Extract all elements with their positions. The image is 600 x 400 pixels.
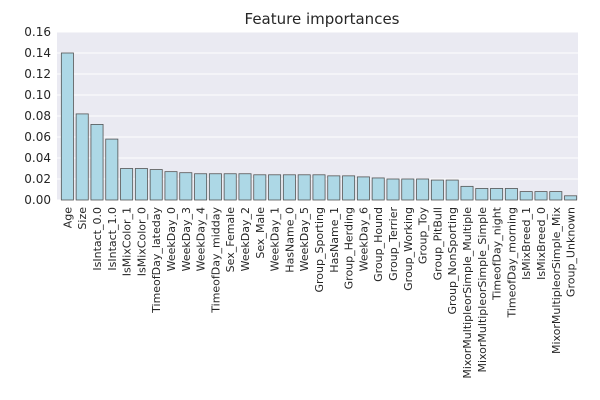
y-tick-label: 0.00 <box>24 193 51 207</box>
bar <box>194 173 208 201</box>
y-tick-label: 0.10 <box>24 88 51 102</box>
x-tick-label: HasName_0 <box>283 207 296 273</box>
x-tick-label: IsMixBreed_0 <box>535 207 548 280</box>
chart-title: Feature importances <box>245 10 400 28</box>
bar <box>327 175 341 201</box>
y-tick-label: 0.04 <box>24 151 51 165</box>
x-tick-label: IsMixColor_1 <box>121 207 134 276</box>
bar <box>312 174 326 201</box>
bar <box>90 124 104 201</box>
bar <box>445 179 459 201</box>
bar <box>120 168 134 201</box>
x-tick-label: TimeofDay_night <box>491 206 504 301</box>
x-tick-label: IsIntact_1.0 <box>106 207 119 271</box>
x-tick-label: WeekDay_1 <box>269 207 282 271</box>
x-tick-label: Group_Sporting <box>313 207 326 293</box>
bar <box>504 188 518 201</box>
x-tick-label: Group_PitBull <box>431 207 444 280</box>
x-tick-label: IsMixBreed_1 <box>520 207 533 280</box>
x-tick-label: Group_NonSporting <box>446 207 459 314</box>
x-tick-label: TimeofDay_midday <box>209 207 222 314</box>
bar <box>430 179 444 201</box>
bar <box>208 173 222 201</box>
bar <box>416 178 430 201</box>
x-tick-label: Group_Hound <box>372 207 385 282</box>
y-tick-label: 0.12 <box>24 67 51 81</box>
x-tick-label: Group_Working <box>402 207 415 291</box>
bar <box>386 178 400 201</box>
bar <box>134 168 148 201</box>
bar <box>268 174 282 201</box>
y-axis-ticks: 0.00 0.02 0.04 0.06 0.08 0.10 0.12 0.14 0.16 <box>24 25 51 207</box>
x-tick-label: WeekDay_6 <box>357 207 370 271</box>
x-tick-label: Group_Terrier <box>387 207 400 281</box>
bar <box>460 185 474 201</box>
x-tick-label: Sex_Male <box>254 207 267 259</box>
bar <box>371 177 385 201</box>
x-tick-label: MixorMultipleorSimple_Simple <box>476 207 489 373</box>
bar <box>60 52 74 201</box>
x-tick-label: TimeofDay_morning <box>505 207 518 319</box>
bar <box>282 174 296 201</box>
x-tick-label: Group_Unknown <box>565 207 578 297</box>
x-tick-label: Group_Herding <box>343 207 356 289</box>
bar <box>564 195 578 201</box>
x-tick-label: HasName_1 <box>328 207 341 273</box>
bar <box>75 113 89 201</box>
bar <box>253 174 267 201</box>
x-tick-label: MixorMultipleorSimple_Multiple <box>461 207 474 379</box>
x-tick-label: WeekDay_4 <box>195 207 208 271</box>
y-tick-label: 0.02 <box>24 172 51 186</box>
bars <box>60 52 578 201</box>
y-tick-label: 0.16 <box>24 25 51 39</box>
bar <box>519 191 533 201</box>
bar <box>342 175 356 201</box>
bar <box>356 176 370 201</box>
y-tick-label: 0.08 <box>24 109 51 123</box>
x-tick-label: WeekDay_3 <box>180 207 193 271</box>
bar <box>179 172 193 201</box>
bar <box>401 178 415 201</box>
x-axis-ticks: Age Size IsIntact_0.0 IsIntact_1.0 IsMixColo… <box>61 206 577 378</box>
x-tick-label: Size <box>76 207 89 230</box>
bar <box>549 191 563 201</box>
bar <box>223 173 237 201</box>
x-tick-label: WeekDay_5 <box>298 207 311 271</box>
bar <box>238 173 252 201</box>
bar <box>475 188 489 201</box>
x-tick-label: MixorMultipleorSimple_Mix <box>550 207 563 355</box>
x-tick-label: Age <box>61 207 74 229</box>
bar <box>534 191 548 201</box>
x-tick-label: TimeofDay_lateday <box>150 207 163 314</box>
bar <box>164 171 178 201</box>
y-tick-label: 0.06 <box>24 130 51 144</box>
x-tick-label: Sex_Female <box>224 207 237 273</box>
y-tick-label: 0.14 <box>24 46 51 60</box>
x-tick-label: Group_Toy <box>417 207 430 265</box>
x-tick-label: WeekDay_0 <box>165 207 178 271</box>
bar <box>490 188 504 201</box>
x-tick-label: IsIntact_0.0 <box>91 207 104 271</box>
bar <box>105 138 119 201</box>
bar <box>297 174 311 201</box>
x-tick-label: WeekDay_2 <box>239 207 252 271</box>
bar <box>149 169 163 201</box>
x-tick-label: IsMixColor_0 <box>135 207 148 276</box>
